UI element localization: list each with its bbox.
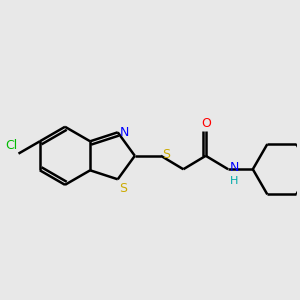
Text: H: H bbox=[230, 176, 238, 186]
Text: S: S bbox=[162, 148, 170, 161]
Text: O: O bbox=[201, 117, 211, 130]
Text: N: N bbox=[230, 161, 239, 174]
Text: S: S bbox=[119, 182, 127, 195]
Text: N: N bbox=[120, 126, 129, 139]
Text: Cl: Cl bbox=[5, 139, 17, 152]
